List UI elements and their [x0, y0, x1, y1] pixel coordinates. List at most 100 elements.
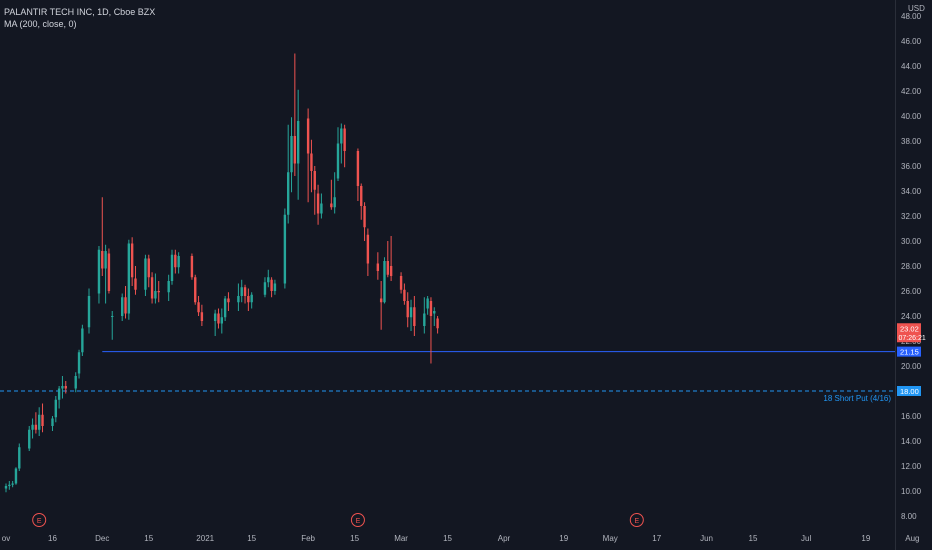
candle-body: [177, 256, 180, 268]
candle-body: [121, 297, 124, 316]
candle-body: [107, 253, 111, 291]
hline-price-badge: [897, 346, 921, 357]
price-tick-label: 30.00: [901, 237, 922, 246]
price-tick-label: 46.00: [901, 37, 922, 46]
candle-body: [306, 118, 310, 154]
earnings-marker[interactable]: E: [350, 513, 365, 527]
candle-body: [383, 261, 386, 303]
time-tick-label: 15: [749, 534, 758, 543]
candle-body: [433, 311, 436, 314]
price-tick-label: 32.00: [901, 212, 922, 221]
candle-body: [273, 283, 277, 291]
candle-body: [134, 278, 137, 290]
candle-body: [227, 298, 230, 303]
candle-body: [217, 313, 220, 324]
candle-body: [130, 243, 134, 278]
candle-body: [366, 234, 370, 264]
candle-body: [270, 279, 273, 291]
earnings-letter: E: [356, 518, 361, 525]
time-tick-label: Apr: [498, 534, 511, 543]
time-axis[interactable]: ov 16 Dec 15 2021 15 Feb 15 Mar 15 Apr 19 May 17 Jun 15…: [2, 534, 932, 543]
candle-body: [283, 214, 287, 284]
candle-body: [436, 318, 439, 329]
candle-body: [429, 301, 433, 316]
candle-body: [406, 301, 409, 318]
price-tick-label: 48.00: [901, 12, 922, 21]
price-badges: 23.02 07:26:21 21.15 18.00: [897, 323, 926, 396]
candle-body: [320, 203, 323, 214]
candle-body: [290, 136, 293, 173]
price-axis[interactable]: 8.0010.0012.0014.0016.0018.0020.0022.002…: [901, 4, 925, 521]
candle-body: [87, 296, 91, 328]
time-tick-label: 16: [48, 534, 57, 543]
candle-body: [330, 203, 333, 208]
price-tick-label: 8.00: [901, 512, 917, 521]
candle-body: [11, 483, 14, 485]
horizontal-lines-layer: 18 Short Put (4/16): [0, 351, 895, 403]
candle-body: [223, 298, 227, 318]
candle-body: [51, 418, 54, 426]
time-tick-label: ov: [2, 534, 10, 543]
candle-body: [147, 258, 150, 278]
price-tick-label: 12.00: [901, 462, 922, 471]
candle-body: [144, 258, 147, 290]
earnings-letter: E: [634, 518, 639, 525]
price-tick-label: 36.00: [901, 162, 922, 171]
symbol-title: PALANTIR TECH INC, 1D, Cboe BZX: [4, 7, 156, 17]
time-tick-label: Feb: [301, 534, 315, 543]
earnings-letter: E: [37, 518, 42, 525]
candle-body: [194, 277, 197, 303]
candle-body: [54, 399, 57, 418]
time-tick-label: 17: [652, 534, 661, 543]
countdown-label: 07:26:21: [899, 335, 926, 342]
candle-body: [237, 296, 240, 303]
candle-body: [197, 302, 200, 313]
candle-body: [386, 261, 389, 275]
short-put-label: 18 Short Put (4/16): [823, 394, 891, 403]
candle-body: [360, 186, 363, 206]
candle-body: [310, 153, 313, 171]
earnings-marker[interactable]: E: [32, 513, 47, 527]
earnings-circle: [350, 513, 365, 527]
candle-body: [356, 151, 360, 186]
candle-body: [376, 263, 380, 271]
candles-layer: [4, 53, 439, 493]
last-price-badge: [897, 323, 921, 343]
price-tick-label: 26.00: [901, 287, 922, 296]
candle-body: [64, 386, 67, 389]
candle-body: [379, 298, 383, 303]
candle-body: [111, 316, 114, 317]
price-tick-label: 16.00: [901, 412, 922, 421]
time-tick-label: 15: [144, 534, 153, 543]
candle-body: [38, 414, 41, 430]
candle-body: [403, 289, 406, 301]
candle-body: [296, 121, 300, 164]
candle-body: [190, 256, 194, 278]
candle-body: [81, 328, 84, 353]
time-tick-label: 19: [559, 534, 568, 543]
candle-body: [127, 243, 131, 314]
candle-body: [213, 313, 217, 321]
price-tick-label: 24.00: [901, 312, 922, 321]
candle-body: [174, 254, 177, 268]
candle-body: [154, 291, 157, 299]
time-tick-label: Jun: [700, 534, 713, 543]
candle-body: [340, 128, 343, 144]
candle-body: [250, 294, 253, 303]
candle-body: [167, 281, 170, 293]
candle-body: [61, 386, 64, 389]
candle-body: [8, 484, 11, 486]
earnings-circle: [32, 513, 47, 527]
candle-body: [243, 287, 247, 296]
chart-legend: PALANTIR TECH INC, 1D, Cboe BZX MA (200,…: [4, 6, 155, 30]
earnings-marker[interactable]: E: [629, 513, 644, 527]
last-price-label: 23.02: [900, 324, 919, 333]
candle-body: [343, 128, 346, 151]
earnings-circle: [629, 513, 644, 527]
candle-body: [77, 352, 81, 374]
ma-indicator-label[interactable]: MA (200, close, 0): [4, 19, 77, 29]
candle-body: [247, 296, 250, 303]
